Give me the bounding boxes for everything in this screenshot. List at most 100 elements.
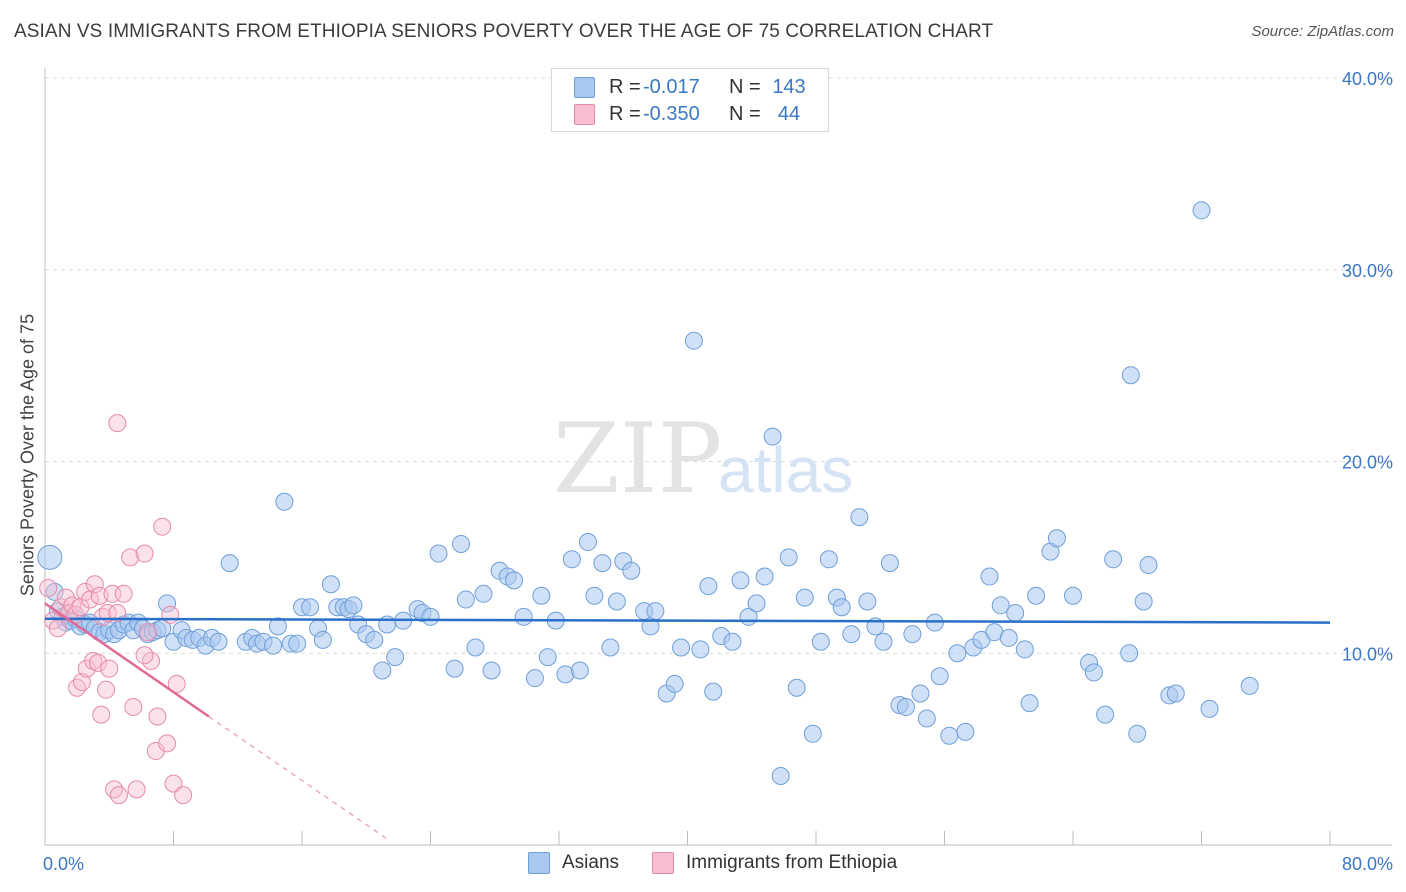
point-asians (747, 594, 766, 613)
point-asians (1121, 366, 1140, 385)
point-asians (386, 648, 405, 667)
legend-r-label: R = (609, 102, 641, 125)
point-ethiopia (127, 780, 146, 799)
point-asians (514, 607, 533, 626)
point-asians (832, 598, 851, 617)
point-asians (930, 667, 949, 686)
source-label: Source: ZipAtlas.com (1251, 23, 1394, 40)
trend-lines (44, 602, 1331, 842)
point-asians (313, 630, 332, 649)
point-asians (1015, 640, 1034, 659)
point-asians (622, 561, 641, 580)
point-asians (1166, 684, 1185, 703)
point-asians (704, 682, 723, 701)
point-asians (646, 602, 665, 621)
legend-r-value: -0.017 (643, 75, 700, 98)
point-ethiopia (114, 584, 133, 603)
point-ethiopia (158, 734, 177, 753)
point-asians (532, 586, 551, 605)
point-asians (593, 554, 612, 573)
watermark-atlas: atlas (718, 434, 853, 506)
point-asians (452, 534, 471, 553)
point-asians (665, 674, 684, 693)
point-asians (445, 659, 464, 678)
point-asians (991, 596, 1010, 615)
legend-swatch-ethiopia (574, 103, 595, 125)
point-ethiopia (56, 588, 75, 607)
point-asians (421, 607, 440, 626)
point-asians (917, 709, 936, 728)
point-asians (731, 571, 750, 590)
trend-line-ethiopia-extension (208, 716, 391, 842)
point-asians (1134, 592, 1153, 611)
legend-row-ethiopia: R = -0.350 N = 44 (574, 102, 809, 126)
point-asians (578, 533, 597, 552)
point-asians (538, 648, 557, 667)
point-asians (811, 632, 830, 651)
point-asians (482, 661, 501, 680)
point-asians (850, 508, 869, 527)
y-tick-label: 40.0% (1342, 69, 1393, 89)
point-ethiopia (85, 575, 104, 594)
point-ethiopia (98, 603, 117, 622)
point-ethiopia (138, 623, 157, 642)
point-asians (466, 638, 485, 657)
point-asians (570, 661, 589, 680)
point-asians (525, 669, 544, 688)
point-asians (474, 584, 493, 603)
point-asians (672, 638, 691, 657)
data-points (37, 201, 1259, 805)
point-ethiopia (97, 680, 116, 699)
point-asians (819, 550, 838, 569)
point-asians (429, 544, 448, 563)
x-tick-label-min: 0.0% (43, 854, 84, 874)
point-asians (1020, 694, 1039, 713)
legend-n-value: 44 (777, 102, 801, 125)
legend-n-value: 143 (772, 75, 806, 98)
point-ethiopia (135, 646, 154, 665)
bottom-legend-swatch-ethiopia (652, 852, 674, 874)
point-asians (684, 331, 703, 350)
point-asians (264, 636, 283, 655)
point-asians (842, 625, 861, 644)
point-asians (771, 766, 790, 785)
legend-n-label: N = (729, 102, 761, 125)
point-asians (1128, 724, 1147, 743)
watermark: ZIP atlas (553, 403, 853, 515)
x-tick-label-max: 80.0% (1342, 854, 1393, 874)
point-asians (585, 586, 604, 605)
point-asians (1192, 201, 1211, 220)
bottom-legend-asians[interactable]: Asians (528, 852, 619, 874)
point-ethiopia (148, 707, 167, 726)
point-asians (1027, 586, 1046, 605)
point-asians (1139, 556, 1158, 575)
point-asians (1240, 676, 1259, 695)
point-asians (699, 577, 718, 596)
point-asians (344, 596, 363, 615)
point-asians (874, 632, 893, 651)
point-asians (562, 550, 581, 569)
point-ethiopia (153, 517, 172, 536)
tick-labels: 10.0% 20.0% 30.0% 40.0% 0.0% 80.0% (43, 69, 1393, 874)
point-asians (911, 684, 930, 703)
point-asians (795, 588, 814, 607)
point-asians (691, 640, 710, 659)
point-asians (301, 598, 320, 617)
bottom-legend-swatch-asians (528, 852, 550, 874)
bottom-legend-ethiopia[interactable]: Immigrants from Ethiopia (652, 852, 897, 874)
grid-lines (45, 77, 1392, 654)
point-asians (779, 548, 798, 567)
point-asians (1096, 705, 1115, 724)
trend-line-ethiopia (44, 602, 210, 718)
point-asians (1084, 663, 1103, 682)
point-asians (787, 678, 806, 697)
point-ethiopia (68, 678, 87, 697)
point-ethiopia (108, 603, 127, 622)
axes (44, 68, 1392, 846)
point-asians (763, 427, 782, 446)
point-ethiopia (105, 780, 124, 799)
point-asians (365, 630, 384, 649)
point-asians (940, 726, 959, 745)
point-asians (956, 722, 975, 741)
point-ethiopia (72, 673, 91, 692)
